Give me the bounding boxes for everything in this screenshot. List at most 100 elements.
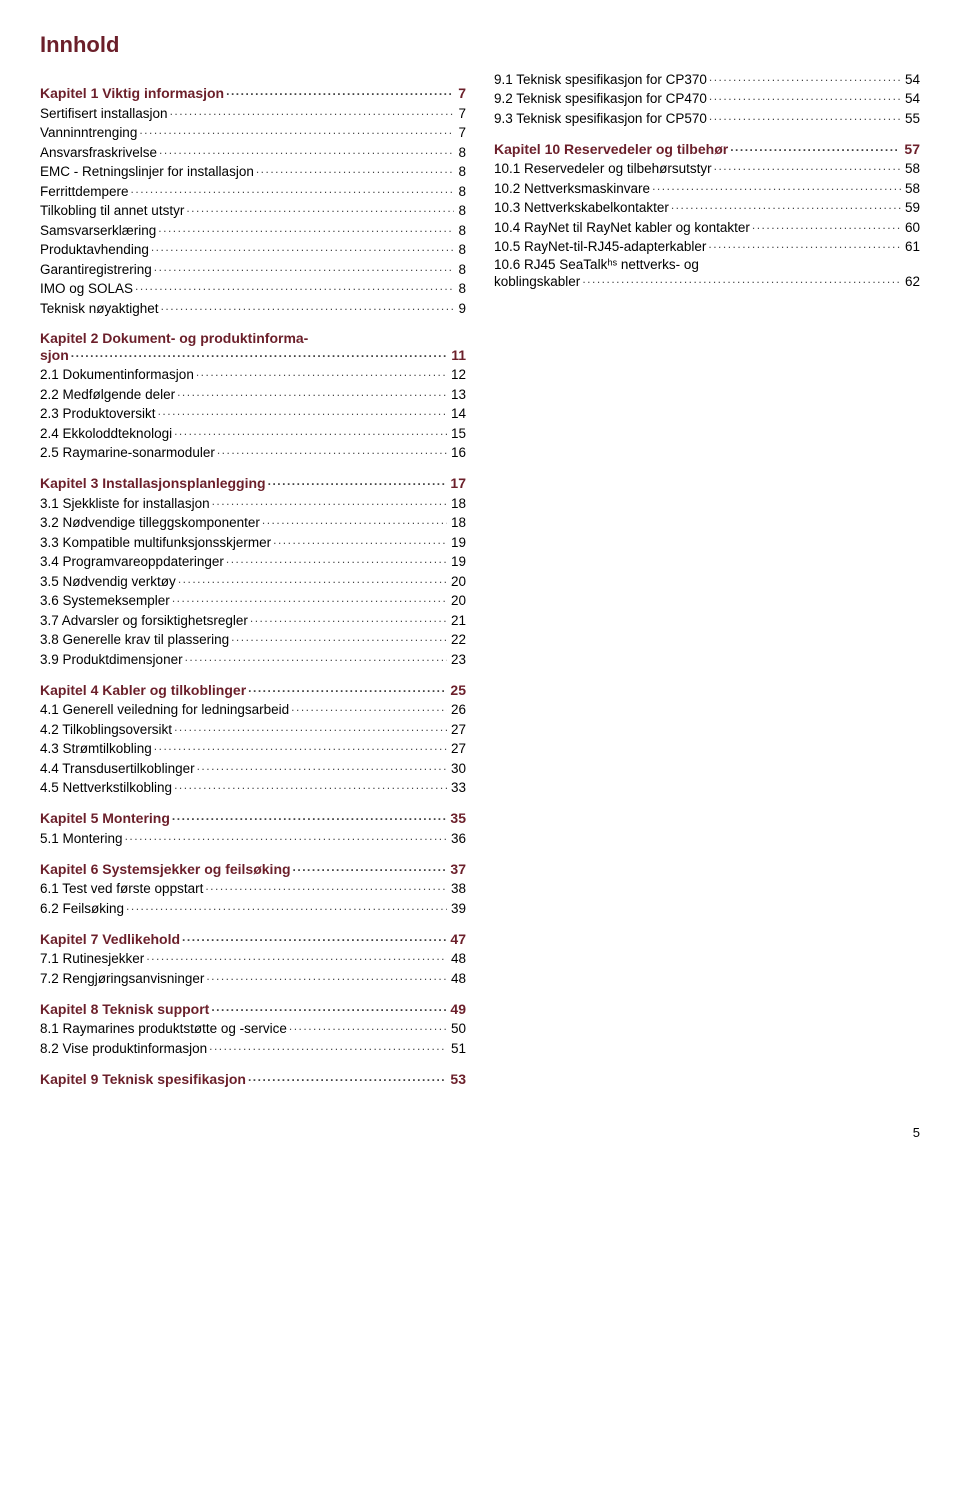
toc-dots xyxy=(708,238,901,252)
toc-label: 9.2 Teknisk spesifikasjon for CP470 xyxy=(494,91,707,106)
toc-page: 14 xyxy=(449,406,466,421)
toc-section: 7.2 Rengjøringsanvisninger48 xyxy=(40,969,466,986)
toc-dots xyxy=(211,1000,446,1014)
toc-page: 59 xyxy=(903,200,920,215)
toc-section: 3.8 Generelle krav til plassering22 xyxy=(40,631,466,648)
toc-dots xyxy=(158,405,447,419)
toc-page: 8 xyxy=(456,262,466,277)
toc-page: 18 xyxy=(449,496,466,511)
toc-label: sjon xyxy=(40,347,69,363)
toc-page: 49 xyxy=(448,1001,466,1017)
toc-dots xyxy=(161,299,455,313)
toc-label: 4.2 Tilkoblingsoversikt xyxy=(40,722,172,737)
toc-page: 60 xyxy=(903,220,920,235)
toc-section: 8.2 Vise produktinformasjon51 xyxy=(40,1039,466,1056)
toc-section: 3.1 Sjekkliste for installasjon 18 xyxy=(40,494,466,511)
toc-dots xyxy=(671,199,901,213)
toc-page: 54 xyxy=(903,72,920,87)
toc-dots xyxy=(131,182,455,196)
toc-label: 3.9 Produktdimensjoner xyxy=(40,652,183,667)
toc-section: 9.1 Teknisk spesifikasjon for CP37054 xyxy=(494,70,920,87)
toc-chapter: Kapitel 8 Teknisk support49 xyxy=(40,1000,466,1017)
toc-section: 3.4 Programvareoppdateringer19 xyxy=(40,553,466,570)
toc-section: Ferrittdempere8 xyxy=(40,182,466,199)
toc-page: 8 xyxy=(456,223,466,238)
toc-dots xyxy=(135,280,454,294)
toc-section: Tilkobling til annet utstyr8 xyxy=(40,202,466,219)
toc-page: 19 xyxy=(449,554,466,569)
toc-page: 62 xyxy=(903,274,920,289)
toc-page: 54 xyxy=(903,91,920,106)
toc-section: Ansvarsfraskrivelse8 xyxy=(40,143,466,160)
toc-label: 8.1 Raymarines produktstøtte og -service xyxy=(40,1021,287,1036)
toc-dots xyxy=(154,260,455,274)
toc-label: 6.1 Test ved første oppstart xyxy=(40,881,203,896)
toc-label: 10.2 Nettverksmaskinvare xyxy=(494,181,650,196)
toc-page: 16 xyxy=(449,445,466,460)
toc-dots xyxy=(709,70,901,84)
toc-section: 2.2 Medfølgende deler13 xyxy=(40,385,466,402)
toc-chapter: Kapitel 6 Systemsjekker og feilsøking37 xyxy=(40,860,466,877)
toc-page: 7 xyxy=(456,106,466,121)
toc-page: 48 xyxy=(449,951,466,966)
toc-label: 3.1 Sjekkliste for installasjon xyxy=(40,496,210,511)
toc-dots xyxy=(186,202,454,216)
toc-dots xyxy=(293,860,447,874)
toc-dots xyxy=(159,143,454,157)
toc-page: 8 xyxy=(456,242,466,257)
toc-dots xyxy=(151,241,455,255)
toc-section: 4.2 Tilkoblingsoversikt27 xyxy=(40,720,466,737)
toc-column-left: Kapitel 1 Viktig informasjon7Sertifisert… xyxy=(40,70,466,1087)
toc-page: 15 xyxy=(449,426,466,441)
toc-section: IMO og SOLAS8 xyxy=(40,280,466,297)
toc-dots xyxy=(146,950,447,964)
toc-chapter: Kapitel 1 Viktig informasjon7 xyxy=(40,84,466,101)
toc-dots xyxy=(212,494,447,508)
toc-page: 23 xyxy=(449,652,466,667)
toc-page: 19 xyxy=(449,535,466,550)
toc-page: 8 xyxy=(456,145,466,160)
toc-label: Kapitel 5 Montering xyxy=(40,810,170,826)
toc-dots xyxy=(730,140,900,154)
toc-dots xyxy=(250,611,447,625)
toc-label: Kapitel 10 Reservedeler og tilbehør xyxy=(494,141,728,157)
toc-section: Produktavhending8 xyxy=(40,241,466,258)
toc-page: 20 xyxy=(449,593,466,608)
toc-label: 6.2 Feilsøking xyxy=(40,901,124,916)
toc-dots xyxy=(172,592,447,606)
toc-page: 26 xyxy=(449,702,466,717)
toc-section: 4.5 Nettverkstilkobling33 xyxy=(40,779,466,796)
toc-dots xyxy=(652,179,901,193)
toc-dots xyxy=(154,740,447,754)
toc-page: 21 xyxy=(449,613,466,628)
toc-page: 7 xyxy=(456,125,466,140)
toc-section: 4.3 Strømtilkobling27 xyxy=(40,740,466,757)
toc-section: 10.4 RayNet til RayNet kabler og kontakt… xyxy=(494,218,920,235)
toc-label: Kapitel 4 Kabler og tilkoblinger xyxy=(40,682,246,698)
toc-section: Samsvarserklæring8 xyxy=(40,221,466,238)
toc-label: 7.2 Rengjøringsanvisninger xyxy=(40,971,204,986)
toc-dots xyxy=(174,779,447,793)
toc-page: 20 xyxy=(449,574,466,589)
page-title: Innhold xyxy=(40,32,920,58)
toc-label: Kapitel 6 Systemsjekker og feilsøking xyxy=(40,861,291,877)
toc-dots xyxy=(289,1020,447,1034)
toc-page: 8 xyxy=(456,203,466,218)
toc-page: 25 xyxy=(448,682,466,698)
toc-label: 2.1 Dokumentinformasjon xyxy=(40,367,194,382)
toc-label: Kapitel 9 Teknisk spesifikasjon xyxy=(40,1071,246,1087)
toc-dots xyxy=(178,572,447,586)
toc-section: 10.3 Nettverkskabelkontakter59 xyxy=(494,199,920,216)
toc-dots xyxy=(205,880,447,894)
toc-section: 3.9 Produktdimensjoner 23 xyxy=(40,650,466,667)
toc-dots xyxy=(256,163,455,177)
toc-page: 27 xyxy=(449,741,466,756)
toc-section: 10.1 Reservedeler og tilbehørsutstyr58 xyxy=(494,160,920,177)
toc-chapter: Kapitel 2 Dokument- og produktinforma-sj… xyxy=(40,330,466,363)
toc-dots xyxy=(248,681,446,695)
toc-dots xyxy=(182,930,446,944)
toc-dots xyxy=(709,90,901,104)
toc-section: 2.4 Ekkoloddteknologi15 xyxy=(40,424,466,441)
toc-dots xyxy=(172,809,447,823)
toc-label: 5.1 Montering xyxy=(40,831,123,846)
